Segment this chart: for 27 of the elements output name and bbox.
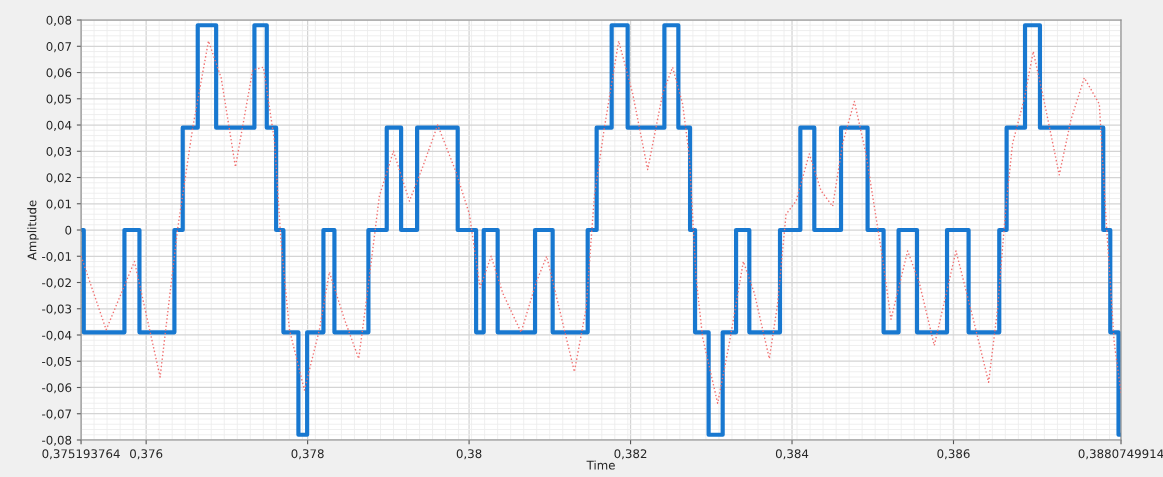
y-tick-label: 0,04 (46, 120, 72, 131)
y-tick-label: 0,03 (46, 146, 72, 158)
y-tick-label: 0,07 (46, 42, 72, 53)
y-tick-label: -0,06 (42, 383, 72, 394)
y-tick-label: 0,08 (46, 15, 72, 26)
x-tick-label: 0,378 (291, 449, 324, 460)
y-tick-label: 0,06 (46, 68, 72, 79)
y-tick-label: -0,02 (42, 278, 71, 289)
x-tick-label: 0,38 (456, 449, 482, 460)
x-tick-label: 0,375193764 (42, 449, 120, 460)
x-tick-label: 0,386 (937, 449, 970, 460)
x-tick-label: 0,384 (775, 449, 809, 460)
y-tick-label: -0,01 (42, 251, 71, 263)
y-tick-label: 0,01 (46, 199, 71, 210)
x-tick-label: 0,3880749914 (1078, 449, 1163, 460)
y-tick-label: -0,07 (42, 409, 72, 420)
y-tick-label: -0,08 (42, 435, 72, 446)
y-tick-label: 0 (65, 225, 72, 235)
y-tick-label: -0,05 (42, 356, 71, 368)
x-tick-label: 0,376 (130, 449, 163, 460)
y-tick-label: 0,05 (46, 94, 71, 105)
x-tick-label: 0,382 (614, 449, 647, 460)
y-tick-label: 0,02 (46, 173, 71, 184)
y-tick-label: -0,04 (42, 330, 72, 341)
x-axis-title: Time (586, 460, 615, 470)
y-axis-title: Amplitude (27, 200, 39, 261)
y-tick-label: -0,03 (42, 304, 72, 315)
